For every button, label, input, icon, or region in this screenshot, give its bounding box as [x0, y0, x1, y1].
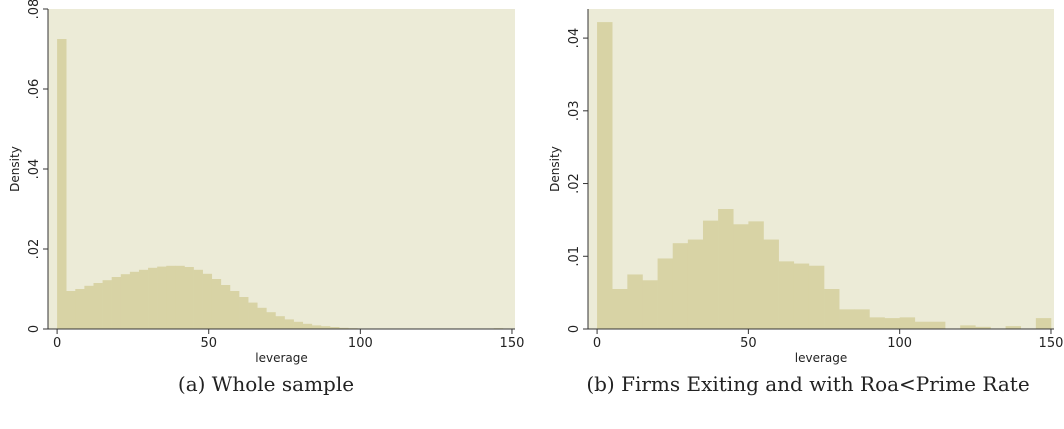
histogram-bar — [302, 323, 313, 329]
y-axis-label: Density — [548, 146, 562, 192]
histogram-bar — [839, 309, 855, 329]
histogram-bar — [914, 321, 931, 329]
x-tick-label: 150 — [500, 336, 525, 351]
histogram-bar — [718, 209, 734, 329]
histogram-bar — [202, 273, 213, 329]
histogram-bar — [899, 317, 916, 329]
histogram-bar — [733, 224, 749, 329]
histogram-bar — [275, 316, 285, 329]
histogram-bar — [854, 309, 870, 329]
y-axis-label: Density — [8, 146, 22, 192]
histogram-bar — [111, 277, 122, 329]
y-tick-label: .01 — [567, 246, 582, 267]
histogram-bar — [93, 283, 103, 329]
histogram-bar — [778, 261, 795, 329]
x-axis-label: leverage — [795, 351, 848, 365]
histogram-bar — [884, 318, 900, 329]
histogram-bar — [148, 267, 158, 329]
histogram-bar — [66, 291, 76, 329]
histogram-bar — [211, 279, 222, 329]
histogram-bar — [193, 269, 203, 329]
y-tick-label: .02 — [567, 173, 582, 194]
histogram-bar — [763, 239, 779, 329]
histogram-bar — [869, 317, 885, 329]
histogram-bar — [166, 265, 176, 329]
histogram-bar — [129, 271, 140, 329]
x-axis-label: leverage — [255, 351, 308, 365]
histogram-bar — [248, 302, 258, 329]
histogram-bar — [960, 325, 976, 329]
y-tick-label: .06 — [27, 79, 42, 100]
y-tick-label: .04 — [27, 159, 42, 180]
histogram-bar — [75, 289, 85, 329]
histogram-bar — [266, 312, 276, 329]
histogram-bar — [748, 221, 764, 329]
chart-panel-whole-sample: 0 50 100 150 0 .02 .04 .06 .08 leverage Density (a… — [8, 0, 525, 396]
histogram-bar — [687, 239, 704, 329]
histogram-bar — [672, 243, 689, 329]
x-tick-label: 150 — [1039, 336, 1064, 351]
histogram-bar — [284, 319, 294, 329]
histogram-bar — [642, 280, 658, 329]
histogram-bar — [330, 327, 340, 329]
histogram-bar — [627, 274, 643, 329]
histogram-bar — [339, 327, 349, 329]
x-tick-label: 100 — [887, 336, 912, 351]
histogram-bar — [657, 258, 674, 329]
histogram-bar — [808, 265, 825, 329]
histogram-bar — [157, 266, 167, 329]
histogram-bar — [102, 280, 112, 329]
y-tick-label: .02 — [27, 239, 42, 260]
y-tick-label: 0 — [567, 325, 582, 333]
histogram-bar — [293, 321, 304, 329]
y-tick-label: .03 — [567, 100, 582, 121]
histogram-firms-exiting: 0 50 100 150 0 .01 .02 .03 .04 leverage Density — [548, 9, 1064, 365]
x-tick-label: 100 — [348, 336, 373, 351]
y-tick-label: 0 — [27, 325, 42, 333]
x-tick-label: 0 — [53, 336, 61, 351]
histogram-bar — [57, 39, 67, 329]
histogram-bar — [138, 269, 149, 329]
histogram-bar — [975, 326, 991, 329]
histogram-bar — [229, 291, 240, 329]
histogram-bar — [824, 289, 840, 329]
histogram-bar — [1035, 318, 1052, 329]
x-tick-label: 50 — [200, 336, 217, 351]
histogram-bar — [929, 321, 946, 329]
histogram-bar — [597, 22, 613, 329]
y-tick-label: .04 — [567, 28, 582, 49]
histogram-bar — [702, 220, 719, 329]
histogram-bar — [311, 325, 322, 329]
x-tick-label: 50 — [740, 336, 757, 351]
y-tick-label: .08 — [27, 0, 42, 19]
chart-panel-firms-exiting: 0 50 100 150 0 .01 .02 .03 .04 leverage Density (b… — [532, 0, 1064, 429]
histogram-bar — [793, 263, 810, 329]
histogram-bar — [1005, 326, 1022, 329]
histogram-bar — [220, 285, 231, 329]
histogram-bar — [239, 297, 249, 329]
histogram-bar — [184, 267, 194, 329]
histogram-bar — [120, 274, 131, 329]
caption-whole-sample: (a) Whole sample — [177, 372, 355, 396]
histogram-bar — [257, 307, 267, 329]
caption-firms-exiting: (b) Firms Exiting and with Roa<Prime Rat… — [586, 372, 1030, 396]
histogram-whole-sample: 0 50 100 150 0 .02 .04 .06 .08 leverage Density — [8, 0, 525, 365]
histogram-bar — [612, 289, 628, 329]
x-tick-label: 0 — [593, 336, 601, 351]
histogram-bar — [320, 326, 331, 329]
histogram-bar — [84, 285, 94, 329]
histogram-bar — [175, 265, 185, 329]
